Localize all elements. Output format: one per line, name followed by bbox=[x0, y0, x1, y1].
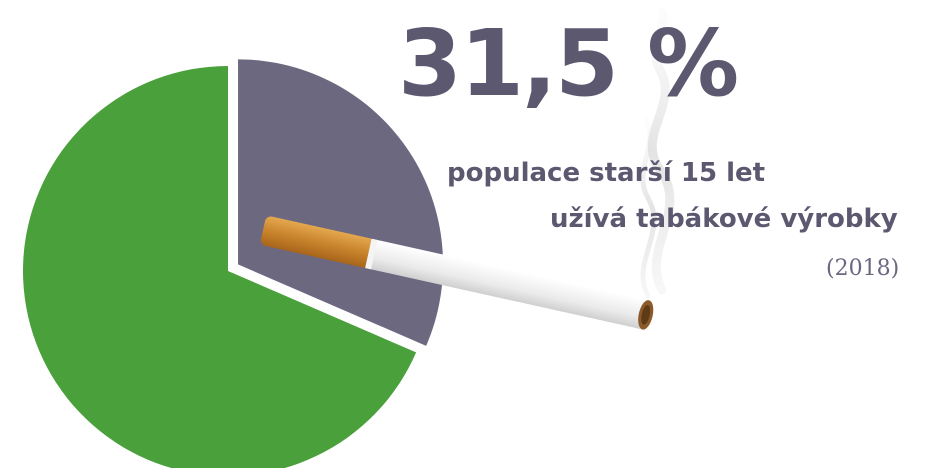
cigarette-icon bbox=[260, 216, 654, 330]
headline-percentage: 31,5 % bbox=[398, 10, 739, 117]
pie-slice-1 bbox=[23, 66, 417, 468]
year-label: (2018) bbox=[826, 256, 900, 281]
headline-caption-line2: užívá tabákové výrobky bbox=[550, 204, 898, 234]
pie-slice-0 bbox=[238, 59, 444, 346]
smoke-wisp bbox=[647, 7, 675, 295]
headline-caption-line1: populace starší 15 let bbox=[447, 158, 766, 188]
pie-slices bbox=[23, 59, 444, 468]
smoke-wisp bbox=[640, 117, 657, 299]
